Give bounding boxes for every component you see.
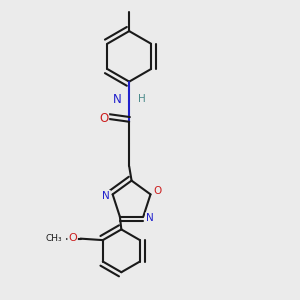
Text: N: N (113, 93, 122, 106)
Text: O: O (99, 112, 108, 125)
Text: CH₃: CH₃ (45, 234, 62, 243)
Text: H: H (137, 94, 145, 104)
Text: O: O (153, 186, 161, 197)
Text: O: O (68, 233, 77, 243)
Text: N: N (146, 213, 154, 223)
Text: N: N (102, 191, 110, 201)
